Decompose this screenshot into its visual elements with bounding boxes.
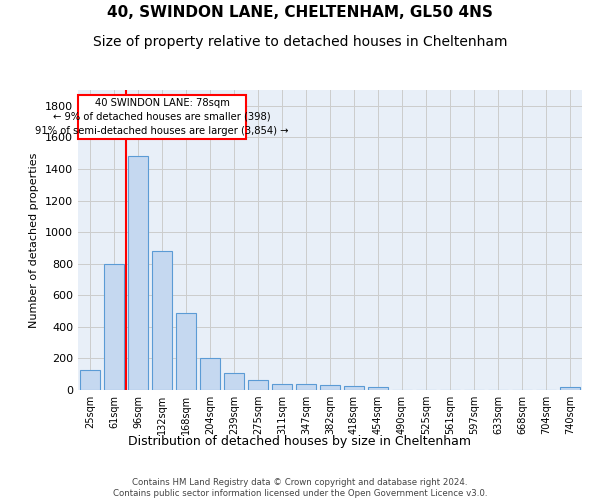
Text: Size of property relative to detached houses in Cheltenham: Size of property relative to detached ho…	[93, 35, 507, 49]
Bar	[560, 387, 580, 390]
Text: 40, SWINDON LANE, CHELTENHAM, GL50 4NS: 40, SWINDON LANE, CHELTENHAM, GL50 4NS	[107, 5, 493, 20]
Text: Contains HM Land Registry data © Crown copyright and database right 2024.
Contai: Contains HM Land Registry data © Crown c…	[113, 478, 487, 498]
Bar	[296, 384, 316, 390]
FancyBboxPatch shape	[78, 94, 246, 139]
Bar	[320, 386, 340, 390]
Bar	[200, 358, 220, 390]
Bar	[152, 251, 172, 390]
Text: 40 SWINDON LANE: 78sqm
← 9% of detached houses are smaller (398)
91% of semi-det: 40 SWINDON LANE: 78sqm ← 9% of detached …	[35, 98, 289, 136]
Y-axis label: Number of detached properties: Number of detached properties	[29, 152, 40, 328]
Bar	[104, 264, 124, 390]
Bar	[128, 156, 148, 390]
Bar	[176, 312, 196, 390]
Bar	[272, 384, 292, 390]
Text: Distribution of detached houses by size in Cheltenham: Distribution of detached houses by size …	[128, 435, 472, 448]
Bar	[80, 370, 100, 390]
Bar	[224, 374, 244, 390]
Bar	[248, 380, 268, 390]
Bar	[368, 387, 388, 390]
Bar	[344, 386, 364, 390]
